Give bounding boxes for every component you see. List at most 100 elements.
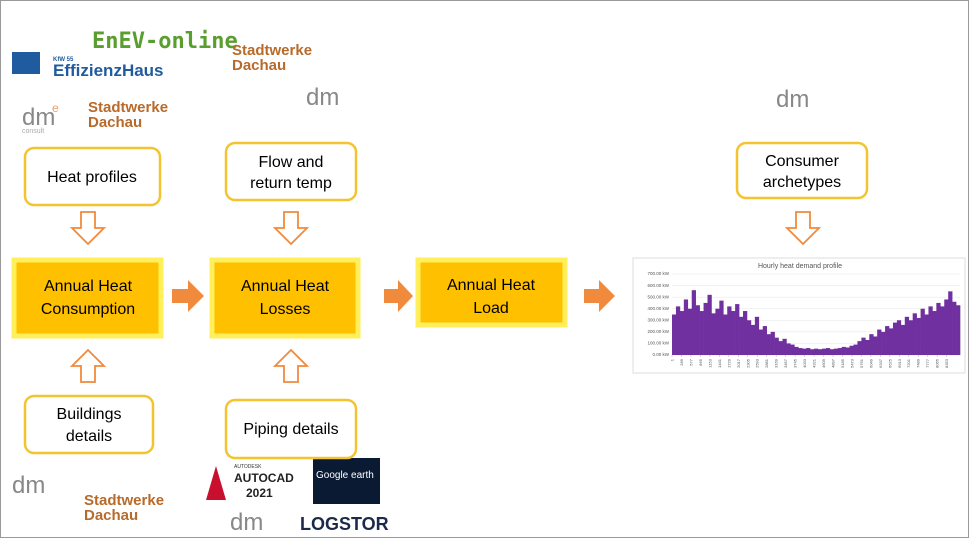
x-tick-label: 7777: [925, 358, 930, 368]
chart-title: Hourly heat demand profile: [758, 263, 842, 270]
node-box: [415, 257, 568, 328]
bar: [782, 338, 787, 355]
node-box: [11, 257, 164, 339]
bar: [672, 314, 677, 355]
node-label: Consumer archetypes: [763, 153, 841, 191]
bar: [853, 344, 858, 355]
bar: [731, 311, 736, 355]
arrow: [584, 280, 615, 312]
logo: dm: [22, 104, 55, 131]
logo: Google earth: [316, 470, 374, 481]
bar: [814, 348, 819, 355]
bar: [699, 311, 704, 355]
logo-icon: [12, 52, 40, 74]
node-box: [224, 398, 358, 460]
bar: [928, 306, 933, 355]
x-tick-label: 3169: [774, 358, 779, 368]
bar: [865, 339, 870, 355]
bar: [735, 304, 740, 355]
arrow: [69, 211, 107, 246]
logo: dm: [12, 472, 45, 499]
logo: EnEV-online: [92, 29, 238, 54]
arrow: [784, 211, 822, 246]
node-label: Annual Heat Losses: [241, 278, 330, 318]
bar: [936, 302, 941, 355]
bar: [861, 337, 866, 355]
bar: [770, 331, 775, 355]
x-tick-label: 6337: [878, 358, 883, 368]
arrow: [272, 348, 310, 383]
bar: [754, 316, 760, 355]
bar: [679, 311, 685, 355]
logo: consult: [22, 128, 44, 135]
y-tick-label: 100.00 kW: [647, 341, 669, 346]
y-tick-label: 0.00 kW: [652, 352, 669, 357]
bar: [739, 316, 744, 355]
x-tick-label: 7201: [906, 358, 911, 368]
bar: [841, 346, 846, 355]
x-tick-label: 865: [698, 358, 703, 365]
logo: e: [52, 101, 59, 115]
bar: [896, 320, 902, 355]
bar: [924, 314, 929, 355]
bar: [849, 345, 854, 355]
arrow: [69, 348, 107, 383]
y-tick-label: 700.00 kW: [647, 271, 669, 276]
logo: Stadtwerke Dachau: [84, 492, 164, 524]
bar: [707, 294, 712, 355]
y-tick-label: 600.00 kW: [647, 283, 669, 288]
logo-icon: [313, 458, 380, 504]
x-tick-label: 2017: [736, 358, 741, 368]
x-tick-label: 3457: [783, 358, 788, 368]
y-tick-label: 400.00 kW: [647, 306, 669, 311]
bar: [837, 348, 842, 355]
x-tick-label: 7489: [916, 358, 921, 368]
logo: Stadtwerke Dachau: [232, 42, 312, 74]
node-box: [735, 141, 869, 200]
bar: [829, 349, 835, 355]
bar: [916, 317, 921, 355]
bar: [877, 329, 882, 355]
logo: dm: [230, 509, 263, 536]
bar: [908, 320, 913, 355]
x-tick-label: 8353: [944, 358, 949, 368]
bar: [786, 343, 791, 355]
x-tick-label: 2593: [755, 358, 760, 368]
bar: [798, 348, 803, 355]
bar: [900, 324, 906, 355]
bar: [825, 348, 831, 355]
node-box: [224, 141, 358, 202]
bar: [703, 302, 708, 355]
bar: [904, 316, 910, 355]
bar: [778, 341, 783, 355]
bar: [810, 349, 815, 355]
bar: [683, 299, 689, 355]
bar: [817, 349, 823, 355]
x-tick-label: 6625: [887, 358, 892, 368]
bar: [715, 308, 720, 355]
bar: [711, 313, 716, 355]
x-tick-label: 577: [688, 358, 693, 365]
node-label: Heat profiles: [47, 169, 137, 186]
bar: [885, 326, 890, 355]
bar: [889, 328, 894, 355]
node-label: Annual Heat Consumption: [41, 278, 135, 318]
bar: [750, 324, 756, 355]
x-tick-label: 3745: [793, 358, 798, 368]
logo: EffizienzHaus: [53, 61, 164, 80]
bar: [932, 311, 937, 355]
x-tick-label: 5185: [840, 358, 845, 368]
x-tick-label: 289: [679, 358, 684, 365]
logo: AUTOCAD: [234, 471, 294, 485]
x-tick-label: 6913: [897, 358, 902, 368]
logo: 2021: [246, 486, 273, 500]
bar: [881, 331, 886, 355]
bar: [691, 290, 696, 355]
bar: [857, 341, 862, 355]
bar: [956, 305, 961, 355]
arrow: [272, 211, 310, 246]
x-tick-label: 1729: [726, 358, 731, 368]
bar: [758, 329, 764, 355]
chart: 0.00 kW 100.00 kW 200.00 kW 300.00 kW 400.00…: [647, 271, 961, 368]
